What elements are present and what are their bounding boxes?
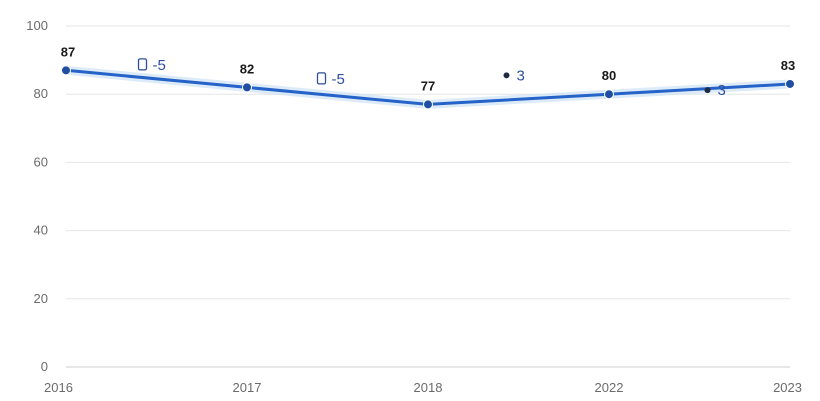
change-annotation: -5 bbox=[316, 71, 345, 88]
change-square-icon bbox=[137, 58, 148, 71]
change-value: -5 bbox=[332, 71, 345, 88]
y-axis-ticks: 0 20 40 60 80 100 bbox=[26, 18, 48, 374]
y-tick-label: 20 bbox=[34, 291, 48, 306]
data-value-label: 83 bbox=[781, 58, 795, 73]
x-axis-ticks: 2016 2017 2018 2022 2023 bbox=[44, 380, 802, 395]
y-tick-label: 40 bbox=[34, 223, 48, 238]
x-tick-label: 2016 bbox=[44, 380, 73, 395]
change-dot-icon bbox=[704, 87, 711, 94]
gridlines bbox=[66, 25, 790, 368]
change-annotation: -5 bbox=[137, 57, 166, 74]
data-points bbox=[61, 65, 795, 110]
y-tick-label: 60 bbox=[34, 154, 48, 169]
change-value: 3 bbox=[718, 82, 726, 99]
data-point bbox=[604, 89, 614, 100]
change-value: 3 bbox=[517, 67, 525, 84]
change-dot-icon bbox=[503, 72, 510, 79]
change-annotation: 3 bbox=[503, 67, 525, 84]
change-square-icon bbox=[316, 72, 327, 85]
data-value-label: 82 bbox=[240, 61, 254, 76]
x-tick-label: 2018 bbox=[414, 380, 443, 395]
data-point bbox=[61, 65, 71, 76]
change-annotations: -5 -5 3 3 bbox=[137, 57, 726, 99]
data-value-label: 77 bbox=[421, 78, 435, 93]
data-labels: 87 82 77 80 83 bbox=[61, 44, 795, 93]
x-tick-label: 2023 bbox=[773, 380, 802, 395]
data-point bbox=[242, 82, 252, 93]
change-value: -5 bbox=[153, 57, 166, 74]
x-tick-label: 2017 bbox=[233, 380, 262, 395]
change-annotation: 3 bbox=[704, 82, 726, 99]
data-value-label: 87 bbox=[61, 44, 75, 59]
y-tick-label: 100 bbox=[26, 18, 48, 33]
y-tick-label: 0 bbox=[41, 359, 48, 374]
x-tick-label: 2022 bbox=[595, 380, 624, 395]
data-point bbox=[785, 78, 795, 89]
y-tick-label: 80 bbox=[34, 86, 48, 101]
data-value-label: 80 bbox=[602, 68, 616, 83]
data-point bbox=[423, 99, 433, 110]
